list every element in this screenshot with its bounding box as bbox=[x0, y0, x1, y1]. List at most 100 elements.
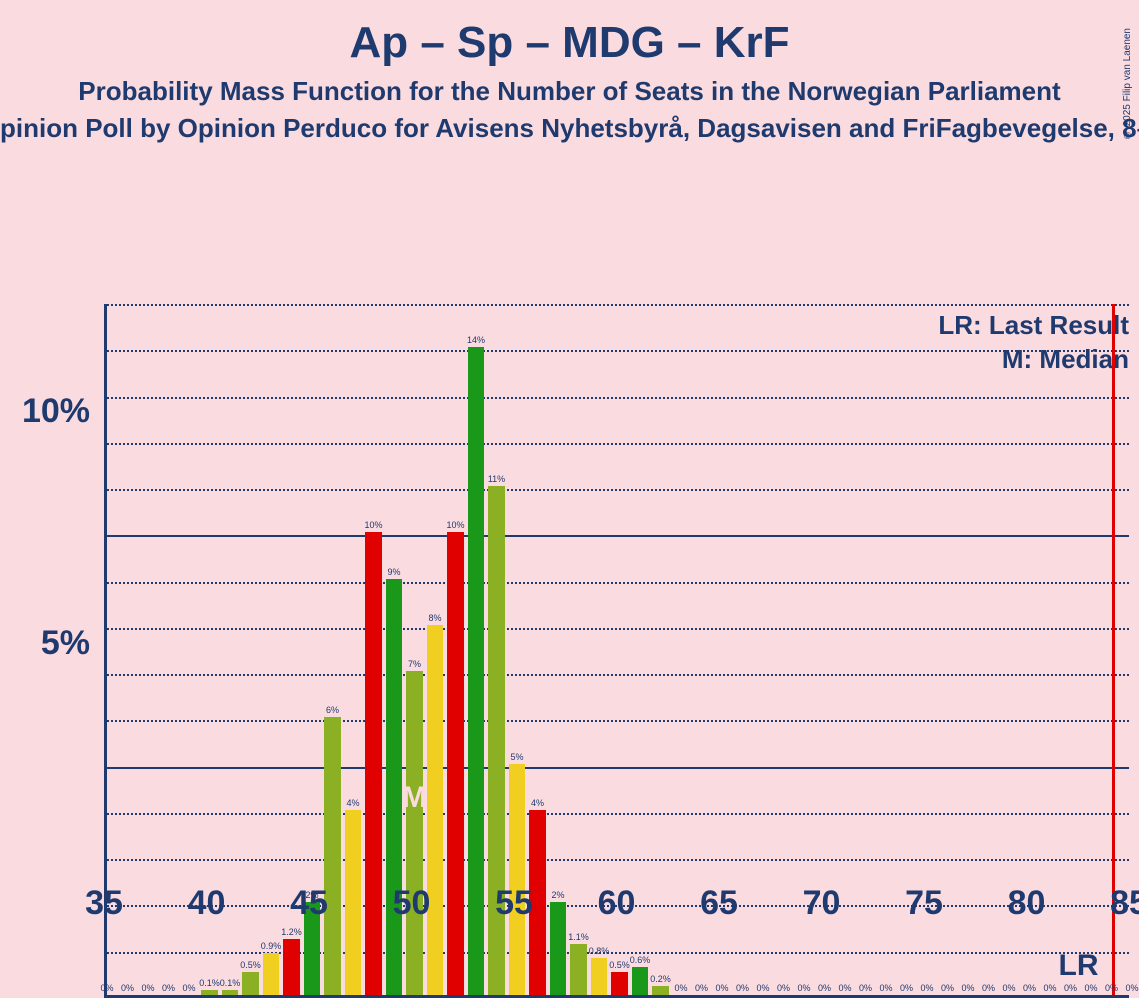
bar bbox=[468, 347, 484, 995]
bar-value-label: 0.6% bbox=[630, 955, 651, 965]
bar bbox=[509, 764, 525, 995]
x-axis-label: 45 bbox=[290, 884, 328, 923]
grid-minor bbox=[107, 397, 1129, 399]
grid-minor bbox=[107, 628, 1129, 630]
copyright-text: © 2025 Filip van Laenen bbox=[1122, 28, 1133, 140]
bar bbox=[570, 944, 586, 995]
grid-minor bbox=[107, 952, 1129, 954]
last-result-label: LR bbox=[1059, 949, 1099, 983]
bar bbox=[283, 939, 299, 995]
bar-value-label: 0.1% bbox=[199, 978, 220, 988]
bar-value-label: 6% bbox=[326, 705, 339, 715]
bar bbox=[386, 579, 402, 995]
bar bbox=[263, 953, 279, 995]
bar-value-label: 0% bbox=[141, 983, 154, 993]
bar-value-label: 0% bbox=[859, 983, 872, 993]
bar-value-label: 4% bbox=[346, 798, 359, 808]
x-axis-label: 55 bbox=[495, 884, 533, 923]
grid-minor bbox=[107, 443, 1129, 445]
bar-value-label: 0% bbox=[715, 983, 728, 993]
bar bbox=[427, 625, 443, 995]
bar-value-label: 0.5% bbox=[240, 960, 261, 970]
bar bbox=[345, 810, 361, 995]
bar-value-label: 10% bbox=[446, 520, 464, 530]
grid-minor bbox=[107, 674, 1129, 676]
grid-minor bbox=[107, 720, 1129, 722]
grid-minor bbox=[107, 582, 1129, 584]
legend-lr: LR: Last Result bbox=[938, 310, 1129, 341]
bar-value-label: 0% bbox=[838, 983, 851, 993]
bar-value-label: 0% bbox=[797, 983, 810, 993]
x-axis-label: 85 bbox=[1110, 884, 1139, 923]
bar-value-label: 0% bbox=[182, 983, 195, 993]
chart-subtitle-2: pinion Poll by Opinion Perduco for Avise… bbox=[0, 113, 1139, 144]
bar-value-label: 0% bbox=[100, 983, 113, 993]
bar-value-label: 11% bbox=[488, 474, 505, 484]
bar bbox=[201, 990, 217, 995]
grid-minor bbox=[107, 859, 1129, 861]
bar-value-label: 14% bbox=[467, 335, 485, 345]
grid-minor bbox=[107, 489, 1129, 491]
x-axis-label: 60 bbox=[598, 884, 636, 923]
bar-value-label: 0% bbox=[1002, 983, 1015, 993]
bar-value-label: 0% bbox=[982, 983, 995, 993]
bar-value-label: 0% bbox=[736, 983, 749, 993]
y-axis-label: 10% bbox=[0, 392, 90, 431]
bar-value-label: 0% bbox=[1043, 983, 1056, 993]
grid-major bbox=[107, 767, 1129, 769]
grid-major bbox=[107, 535, 1129, 537]
bar-value-label: 10% bbox=[364, 520, 382, 530]
bar-value-label: 0% bbox=[121, 983, 134, 993]
bar-value-label: 0% bbox=[695, 983, 708, 993]
bar-value-label: 0% bbox=[1125, 983, 1138, 993]
median-marker: M bbox=[402, 781, 427, 815]
x-axis-label: 80 bbox=[1008, 884, 1046, 923]
x-axis-label: 65 bbox=[700, 884, 738, 923]
bar bbox=[447, 532, 463, 995]
x-axis-label: 50 bbox=[393, 884, 431, 923]
x-axis-label: 70 bbox=[803, 884, 841, 923]
grid-minor bbox=[107, 813, 1129, 815]
grid-minor bbox=[107, 350, 1129, 352]
bar-value-label: 7% bbox=[408, 659, 421, 669]
x-axis-label: 40 bbox=[188, 884, 226, 923]
bar-value-label: 0.5% bbox=[609, 960, 630, 970]
bar-value-label: 0% bbox=[777, 983, 790, 993]
bar bbox=[365, 532, 381, 995]
bar-value-label: 0% bbox=[920, 983, 933, 993]
bar-value-label: 2% bbox=[551, 890, 564, 900]
bar-value-label: 1.2% bbox=[281, 927, 302, 937]
bar bbox=[591, 958, 607, 995]
bar-value-label: 0.2% bbox=[650, 974, 671, 984]
bar-value-label: 0.9% bbox=[261, 941, 282, 951]
bar-value-label: 4% bbox=[531, 798, 544, 808]
bar bbox=[632, 967, 648, 995]
bar-value-label: 0% bbox=[162, 983, 175, 993]
x-axis-label: 35 bbox=[85, 884, 123, 923]
bar-value-label: 0% bbox=[1023, 983, 1036, 993]
bar-value-label: 0% bbox=[1064, 983, 1077, 993]
x-axis-label: 75 bbox=[905, 884, 943, 923]
chart-subtitle-1: Probability Mass Function for the Number… bbox=[0, 76, 1139, 107]
bar-value-label: 5% bbox=[510, 752, 523, 762]
chart-title: Ap – Sp – MDG – KrF bbox=[0, 18, 1139, 68]
bar bbox=[324, 717, 340, 995]
bar-value-label: 0.1% bbox=[220, 978, 241, 988]
bar-value-label: 0% bbox=[1084, 983, 1097, 993]
bar-value-label: 0% bbox=[818, 983, 831, 993]
y-axis-label: 5% bbox=[0, 624, 90, 663]
bar-value-label: 1.1% bbox=[568, 932, 589, 942]
bar-value-label: 0% bbox=[756, 983, 769, 993]
bar bbox=[406, 671, 422, 995]
bar-value-label: 0% bbox=[674, 983, 687, 993]
bar bbox=[611, 972, 627, 995]
grid-minor bbox=[107, 304, 1129, 306]
bar-value-label: 0.8% bbox=[589, 946, 610, 956]
bar-value-label: 0% bbox=[1105, 983, 1118, 993]
bar-value-label: 0% bbox=[879, 983, 892, 993]
bar bbox=[222, 990, 238, 995]
bar bbox=[652, 986, 668, 995]
bar-value-label: 0% bbox=[900, 983, 913, 993]
bar-value-label: 0% bbox=[941, 983, 954, 993]
bar-value-label: 8% bbox=[428, 613, 441, 623]
